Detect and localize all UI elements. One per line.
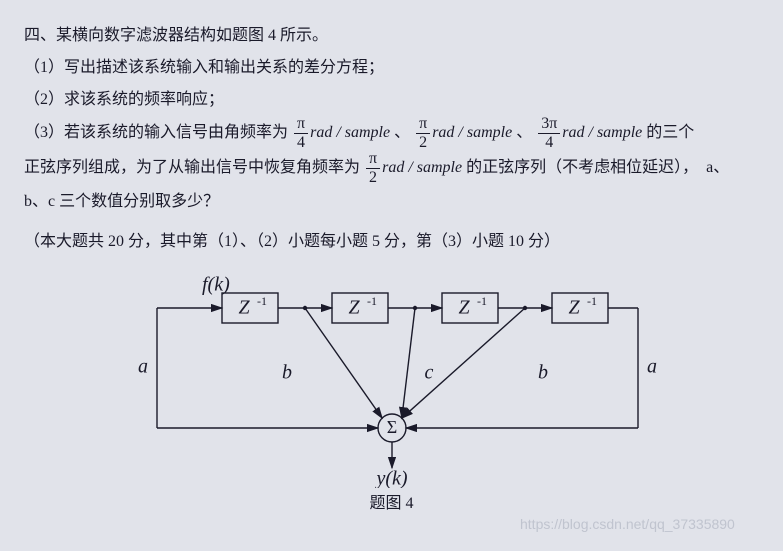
frac-den: 2 <box>416 134 430 151</box>
problem-header: 四、某横向数字滤波器结构如题图 4 所示。 <box>24 20 759 52</box>
frac-den: 4 <box>538 134 560 151</box>
fraction-3pi-4: 3π 4 <box>538 116 560 151</box>
frac-den: 2 <box>366 169 380 186</box>
svg-text:-1: -1 <box>477 294 487 308</box>
sep-2: 、 <box>516 124 532 141</box>
q3-post: 的三个 <box>646 124 694 141</box>
fraction-pi-2: π 2 <box>416 116 430 151</box>
svg-text:Z: Z <box>348 297 360 319</box>
svg-text:y(k): y(k) <box>374 468 407 488</box>
svg-text:Z: Z <box>568 297 580 319</box>
unit-4: rad / sample <box>382 159 462 176</box>
svg-text:Σ: Σ <box>386 417 396 437</box>
question-2: （2）求该系统的频率响应； <box>24 84 759 116</box>
svg-text:a: a <box>138 356 148 378</box>
fraction-pi-4: π 4 <box>294 116 308 151</box>
svg-text:-1: -1 <box>367 294 377 308</box>
frac-den: 4 <box>294 134 308 151</box>
question-1: （1）写出描述该系统输入和输出关系的差分方程； <box>24 52 759 84</box>
watermark-text: https://blog.csdn.net/qq_37335890 <box>520 510 735 538</box>
svg-text:b: b <box>282 362 292 384</box>
frac-num: π <box>294 116 308 134</box>
svg-text:Z: Z <box>458 297 470 319</box>
sep-1: 、 <box>394 124 410 141</box>
frac-num: π <box>366 151 380 169</box>
svg-text:b: b <box>538 362 548 384</box>
unit-1: rad / sample <box>310 124 390 141</box>
svg-text:Z: Z <box>238 297 250 319</box>
diagram-svg: f(k) Z -1 Z -1 Z -1 Z -1 a b c b a Σy(k) <box>122 268 662 488</box>
q3-pre: （3）若该系统的输入信号由角频率为 <box>24 124 288 141</box>
svg-text:c: c <box>424 362 433 384</box>
question-3-line1: （3）若该系统的输入信号由角频率为 π 4 rad / sample 、 π 2… <box>24 116 759 151</box>
svg-text:a: a <box>647 356 657 378</box>
svg-text:-1: -1 <box>257 294 267 308</box>
q3-l2-pre: 正弦序列组成，为了从输出信号中恢复角频率为 <box>24 159 360 176</box>
q3-l2-post: 的正弦序列（不考虑相位延迟）， a、 <box>466 159 729 176</box>
svg-text:f(k): f(k) <box>202 274 230 296</box>
svg-text:-1: -1 <box>587 294 597 308</box>
frac-num: 3π <box>538 116 560 134</box>
question-3-line3: b、c 三个数值分别取多少？ <box>24 186 759 218</box>
score-note: （本大题共 20 分，其中第（1）、（2）小题每小题 5 分，第（3）小题 10… <box>24 226 759 258</box>
filter-diagram: f(k)Z-1Z-1Z-1Z-1abcbaΣy(k) 题图 4 <box>24 268 759 520</box>
unit-3: rad / sample <box>562 124 642 141</box>
question-3-line2: 正弦序列组成，为了从输出信号中恢复角频率为 π 2 rad / sample 的… <box>24 151 759 186</box>
fraction-pi-2b: π 2 <box>366 151 380 186</box>
frac-num: π <box>416 116 430 134</box>
unit-2: rad / sample <box>432 124 512 141</box>
